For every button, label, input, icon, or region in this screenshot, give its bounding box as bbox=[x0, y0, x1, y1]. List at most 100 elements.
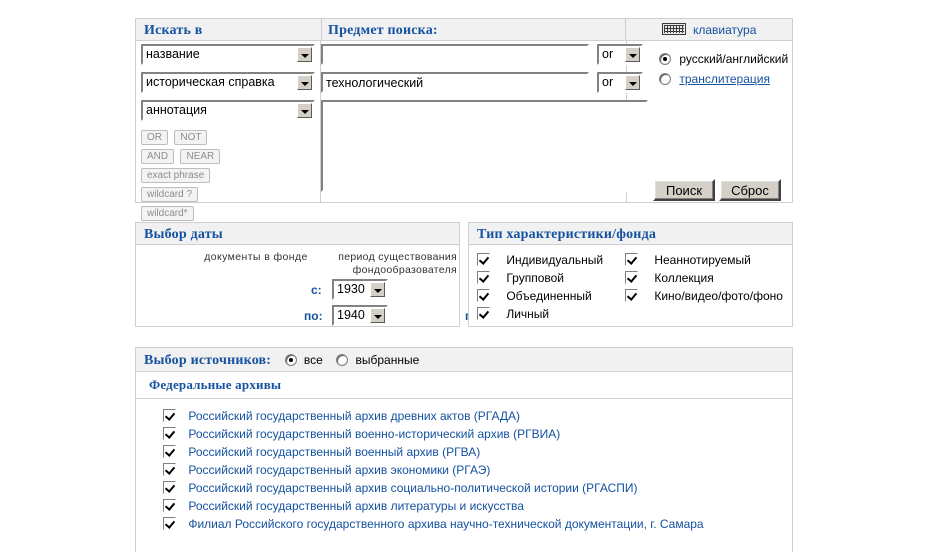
type-checkbox-media[interactable]: Кино/видео/фото/фоно bbox=[625, 287, 790, 305]
operator-select-1-value: or bbox=[602, 47, 614, 61]
checkbox-archive-rgva[interactable] bbox=[163, 445, 176, 458]
checkbox-archive-rgvia[interactable] bbox=[163, 427, 176, 440]
search-input-2[interactable]: технологический bbox=[321, 72, 589, 93]
date-docs-from-select[interactable]: 1930 bbox=[332, 279, 388, 300]
date-docs-to-label: по: bbox=[304, 309, 323, 323]
operator-button-or[interactable]: OR bbox=[141, 130, 168, 145]
language-option-transliteration[interactable]: транслитерация bbox=[659, 72, 770, 86]
list-item[interactable]: Российский государственный архив древних… bbox=[163, 407, 792, 425]
language-option-transliteration-label[interactable]: транслитерация bbox=[679, 72, 770, 86]
operator-buttons: OR NOT AND NEAR exact phrase wildcard ? … bbox=[141, 129, 236, 224]
radio-scope-selected[interactable] bbox=[336, 354, 349, 366]
operator-select-1[interactable]: or bbox=[597, 44, 643, 65]
operator-select-2[interactable]: or bbox=[597, 72, 643, 93]
checkbox-group[interactable] bbox=[477, 271, 490, 284]
scope-option-selected-label: выбранные bbox=[355, 353, 420, 367]
chevron-down-icon[interactable] bbox=[625, 75, 640, 90]
checkbox-individual[interactable] bbox=[477, 253, 490, 266]
archive-link-rgada[interactable]: Российский государственный архив древних… bbox=[188, 409, 520, 423]
operator-button-near[interactable]: NEAR bbox=[180, 149, 221, 164]
list-item[interactable]: Российский государственный военный архив… bbox=[163, 443, 792, 461]
archive-link-rgaspi[interactable]: Российский государственный архив социаль… bbox=[188, 481, 638, 495]
type-label-united: Объединенный bbox=[506, 289, 592, 303]
operator-select-2-value: or bbox=[602, 75, 614, 89]
chevron-down-icon[interactable] bbox=[625, 47, 640, 62]
list-item[interactable]: Филиал Российского государственного архи… bbox=[163, 515, 792, 533]
date-docs-to-value: 1940 bbox=[337, 308, 365, 322]
archive-link-rgae[interactable]: Российский государственный архив экономи… bbox=[188, 463, 491, 477]
operator-button-exact-phrase[interactable]: exact phrase bbox=[141, 168, 211, 183]
list-item[interactable]: Российский государственный архив литерат… bbox=[163, 497, 792, 515]
operator-button-and[interactable]: AND bbox=[141, 149, 175, 164]
date-panel-header: Выбор даты bbox=[136, 223, 459, 245]
reset-button[interactable]: Сброс bbox=[719, 179, 781, 201]
chevron-down-icon[interactable] bbox=[297, 103, 312, 118]
type-checkbox-collection[interactable]: Коллекция bbox=[625, 269, 790, 287]
type-label-personal: Личный bbox=[506, 307, 550, 321]
scope-option-all[interactable]: все bbox=[284, 353, 327, 367]
list-item[interactable]: Российский государственный военно-истори… bbox=[163, 425, 792, 443]
sources-group-title: Федеральные архивы bbox=[136, 372, 792, 399]
search-textarea[interactable] bbox=[321, 100, 648, 192]
type-checkbox-unannotated[interactable]: Неаннотируемый bbox=[625, 251, 790, 269]
radio-russian-english[interactable] bbox=[659, 53, 671, 65]
checkbox-archive-rgae[interactable] bbox=[163, 463, 176, 476]
submit-button[interactable]: Поиск bbox=[653, 179, 715, 201]
field-select-1-value: название bbox=[146, 47, 200, 61]
archive-link-rgva[interactable]: Российский государственный военный архив… bbox=[188, 445, 481, 459]
field-select-2[interactable]: историческая справка bbox=[141, 72, 315, 93]
scope-option-selected[interactable]: выбранные bbox=[336, 353, 419, 367]
checkbox-collection[interactable] bbox=[625, 271, 638, 284]
sources-panel: Выбор источников: все выбранные Федераль… bbox=[135, 347, 793, 552]
sources-panel-header: Выбор источников: все выбранные bbox=[136, 348, 792, 372]
chevron-down-icon[interactable] bbox=[370, 308, 385, 323]
archive-link-rgvia[interactable]: Российский государственный военно-истори… bbox=[188, 427, 561, 441]
checkbox-archive-rgada[interactable] bbox=[163, 409, 176, 422]
keyboard-link[interactable]: клавиатура bbox=[692, 23, 757, 37]
chevron-down-icon[interactable] bbox=[297, 47, 312, 62]
operator-button-not[interactable]: NOT bbox=[174, 130, 208, 145]
keyboard-column-header[interactable]: клавиатура bbox=[625, 19, 792, 40]
operator-button-wildcard-q[interactable]: wildcard ? bbox=[141, 187, 199, 202]
type-panel-header: Тип характеристики/фонда bbox=[469, 223, 792, 245]
list-item[interactable]: Российский государственный архив социаль… bbox=[163, 479, 792, 497]
archive-link-samara-branch[interactable]: Филиал Российского государственного архи… bbox=[188, 517, 704, 531]
type-checkbox-group[interactable]: Групповой bbox=[477, 269, 627, 287]
archive-list: Российский государственный архив древних… bbox=[136, 399, 792, 533]
type-column-right: Неаннотируемый Коллекция Кино/видео/фото… bbox=[625, 251, 790, 305]
type-checkbox-individual[interactable]: Индивидуальный bbox=[477, 251, 627, 269]
date-docs-to-select[interactable]: 1940 bbox=[332, 305, 388, 326]
panel-divider-1 bbox=[320, 41, 321, 202]
date-docs-label: документы в фонде bbox=[204, 251, 308, 263]
radio-scope-all[interactable] bbox=[284, 354, 297, 366]
type-label-media: Кино/видео/фото/фоно bbox=[654, 289, 783, 303]
checkbox-archive-literature-art[interactable] bbox=[163, 499, 176, 512]
archive-link-literature-art[interactable]: Российский государственный архив литерат… bbox=[188, 499, 524, 513]
checkbox-archive-rgaspi[interactable] bbox=[163, 481, 176, 494]
checkbox-unannotated[interactable] bbox=[625, 253, 638, 266]
type-column-left: Индивидуальный Групповой Объединенный Ли… bbox=[477, 251, 627, 323]
field-select-1[interactable]: название bbox=[141, 44, 315, 65]
chevron-down-icon[interactable] bbox=[297, 75, 312, 90]
type-checkbox-personal[interactable]: Личный bbox=[477, 305, 627, 323]
operator-button-wildcard-star[interactable]: wildcard* bbox=[141, 206, 194, 221]
chevron-down-icon[interactable] bbox=[370, 282, 385, 297]
language-option-russian-english[interactable]: русский/английский bbox=[659, 52, 788, 66]
checkbox-united[interactable] bbox=[477, 289, 490, 302]
date-panel: Выбор даты документы в фонде период суще… bbox=[135, 222, 553, 327]
field-column-header: Искать в bbox=[144, 23, 203, 38]
type-label-individual: Индивидуальный bbox=[506, 253, 604, 267]
date-docs-from-label: с: bbox=[311, 283, 322, 297]
search-input-1[interactable] bbox=[321, 44, 589, 65]
type-panel: Тип характеристики/фонда Индивидуальный … bbox=[468, 222, 793, 327]
field-select-3[interactable]: аннотация bbox=[141, 100, 315, 121]
field-select-3-value: аннотация bbox=[146, 103, 207, 117]
checkbox-personal[interactable] bbox=[477, 307, 490, 320]
checkbox-media[interactable] bbox=[625, 289, 638, 302]
checkbox-archive-samara-branch[interactable] bbox=[163, 517, 176, 530]
language-option-russian-english-label: русский/английский bbox=[679, 52, 789, 66]
type-label-group: Групповой bbox=[506, 271, 564, 285]
type-checkbox-united[interactable]: Объединенный bbox=[477, 287, 627, 305]
list-item[interactable]: Российский государственный архив экономи… bbox=[163, 461, 792, 479]
radio-transliteration[interactable] bbox=[659, 73, 671, 85]
